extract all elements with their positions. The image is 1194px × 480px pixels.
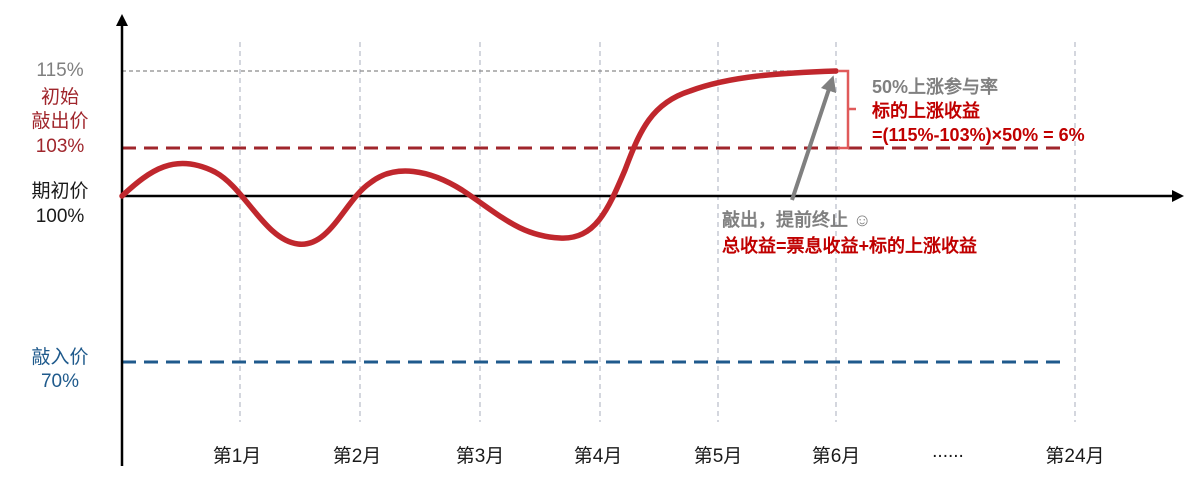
x-tick-month-3: 第3月 <box>455 446 505 467</box>
x-tick-month-4: 第4月 <box>573 446 623 467</box>
y-label-103: 103% <box>35 136 85 157</box>
x-tick-month-1: 第1月 <box>212 446 262 467</box>
y-label-100: 100% <box>35 206 85 227</box>
gain-bracket <box>838 69 856 150</box>
knockin-label: 敲入价 <box>31 347 89 368</box>
x-tick-month-2: 第2月 <box>332 446 382 467</box>
y-label-70: 70% <box>40 371 80 392</box>
knockout-label-line2: 敲出价 <box>31 111 89 132</box>
underlying-gain-title: 标的上涨收益 <box>872 101 980 121</box>
participation-rate-text: 50%上涨参与率 <box>872 77 999 97</box>
knockout-early-stop-text: 敲出，提前终止 ☺ <box>722 210 872 230</box>
month-gridlines <box>239 42 1076 422</box>
total-return-text: 总收益=票息收益+标的上涨收益 <box>722 236 978 256</box>
knockout-arrow <box>790 75 837 201</box>
knockout-label-line1: 初始 <box>40 87 79 108</box>
initial-price-label: 期初价 <box>31 181 89 202</box>
price-curve <box>119 68 839 247</box>
x-tick-month-24: 第24月 <box>1045 446 1105 467</box>
x-tick-ellipsis: ...... <box>932 441 964 462</box>
x-tick-month-5: 第5月 <box>693 446 743 467</box>
x-tick-month-6: 第6月 <box>811 446 861 467</box>
underlying-gain-formula: =(115%-103%)×50% = 6% <box>872 125 1085 145</box>
y-label-115: 115% <box>36 60 84 81</box>
